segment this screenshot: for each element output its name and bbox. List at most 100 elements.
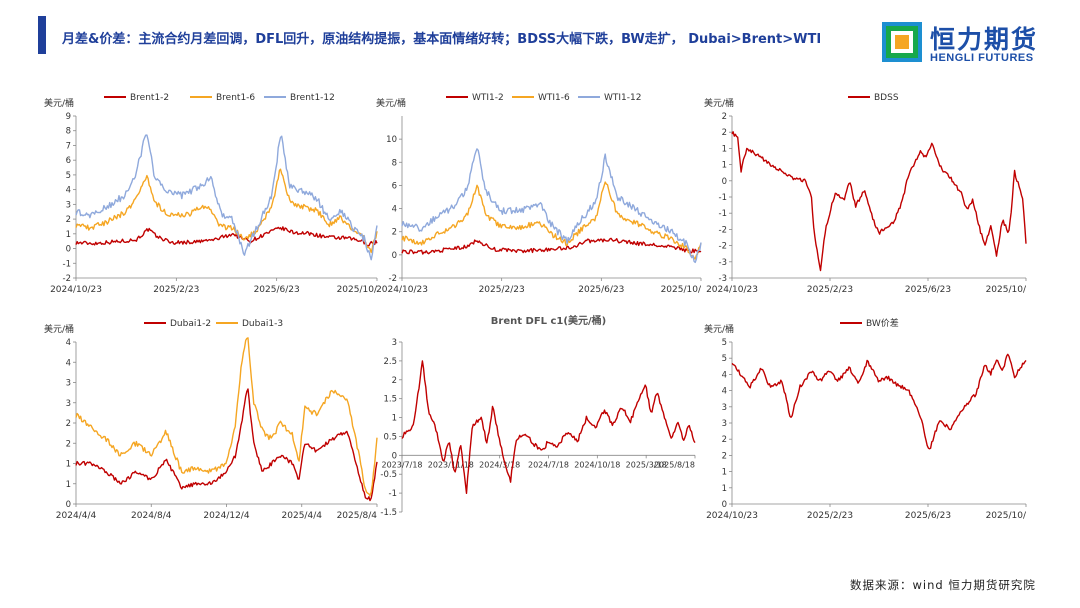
x-tick-label: 2025/2/23 bbox=[807, 511, 853, 521]
x-tick-label: 2025/10/ bbox=[986, 511, 1027, 521]
y-tick-label: 1 bbox=[722, 468, 727, 478]
y-tick-label: 2 bbox=[392, 376, 397, 386]
y-tick-label: 2 bbox=[66, 215, 71, 225]
chart-brent-spreads: 美元/桶 Brent1-2 Brent1-6 Brent1-12 -2 -1 0 1 2 3 4 5 6… bbox=[44, 93, 378, 295]
y-tick-label: 4 bbox=[66, 186, 71, 196]
y-tick-label: 6 bbox=[66, 156, 71, 166]
data-source-footer: 数据来源：wind 恒力期货研究院 bbox=[850, 578, 1036, 592]
company-logo: 恒力期货 HENGLI FUTURES bbox=[882, 20, 1052, 68]
y-tick-label: -1 bbox=[389, 489, 397, 499]
y-tick-label: 4 bbox=[392, 205, 397, 215]
legend-label: WTI1-12 bbox=[604, 93, 641, 103]
legend-label: WTI1-2 bbox=[472, 93, 504, 103]
x-tick-label: 2024/3/18 bbox=[479, 460, 520, 469]
x-tick-label: 2024/8/4 bbox=[131, 511, 172, 521]
y-tick-label: 5 bbox=[722, 354, 727, 364]
series-line-brent-dfl-c1 bbox=[401, 360, 696, 494]
series-line-brent1-6 bbox=[75, 168, 378, 254]
x-tick-label: 2025/3/18 bbox=[626, 460, 667, 469]
chart-dubai-spreads: 美元/桶 Dubai1-2 Dubai1-3 0 1 1 2 2 3 3 4 4 2024/4/4 202… bbox=[44, 319, 378, 521]
unit-label: 美元/桶 bbox=[44, 323, 74, 335]
series-line-dubai1-2 bbox=[75, 388, 378, 502]
y-tick-label: -3 bbox=[719, 274, 727, 284]
y-tick-label: 6 bbox=[392, 181, 397, 191]
y-tick-label: 0 bbox=[392, 251, 397, 261]
x-tick-label: 2025/10/ bbox=[661, 285, 702, 295]
x-tick-label: 2024/10/23 bbox=[706, 285, 758, 295]
series-line-bw- bbox=[731, 353, 1027, 450]
y-tick-label: 3 bbox=[392, 338, 397, 348]
x-tick-label: 2024/7/18 bbox=[528, 460, 569, 469]
y-tick-label: -1 bbox=[63, 259, 71, 269]
y-tick-label: 0 bbox=[66, 245, 71, 255]
y-tick-label: 1 bbox=[66, 480, 71, 490]
legend-label: Brent1-2 bbox=[130, 93, 169, 103]
legend-label: Brent1-12 bbox=[290, 93, 335, 103]
x-tick-label: 2024/10/23 bbox=[50, 285, 102, 295]
chart-bw-spread: 美元/桶 BW价差 0 1 1 2 2 3 3 4 4 5 5 2024/10/23 2025/2/23 20… bbox=[704, 317, 1027, 521]
series-line-dubai1-3 bbox=[75, 337, 378, 497]
chart-bdss: 美元/桶 BDSS -3 -3 -2 -2 -1 -1 0 1 1 2 2 2024/10/23 2025/… bbox=[704, 93, 1027, 295]
y-tick-label: 8 bbox=[66, 127, 71, 137]
y-tick-label: 8 bbox=[392, 158, 397, 168]
y-tick-label: -2 bbox=[719, 225, 727, 235]
y-tick-label: -1 bbox=[719, 209, 727, 219]
y-tick-label: 1 bbox=[392, 414, 397, 424]
y-tick-label: 3 bbox=[66, 399, 71, 409]
y-tick-label: -0.5 bbox=[380, 470, 397, 480]
y-tick-label: 2 bbox=[722, 435, 727, 445]
logo-en-text: HENGLI FUTURES bbox=[930, 52, 1034, 64]
x-tick-label: 2023/11/18 bbox=[428, 460, 474, 469]
unit-label: 美元/桶 bbox=[376, 97, 406, 109]
y-tick-label: 2.5 bbox=[383, 357, 397, 367]
x-tick-label: 2025/4/4 bbox=[282, 511, 323, 521]
y-tick-label: -2 bbox=[63, 274, 71, 284]
y-tick-label: 3 bbox=[66, 379, 71, 389]
unit-label: 美元/桶 bbox=[704, 97, 734, 109]
y-tick-label: 4 bbox=[66, 338, 71, 348]
y-tick-label: -3 bbox=[719, 258, 727, 268]
y-tick-label: 4 bbox=[66, 358, 71, 368]
series-line-wti1-12 bbox=[401, 148, 702, 264]
y-tick-label: 1 bbox=[722, 144, 727, 154]
x-tick-label: 2025/2/23 bbox=[479, 285, 525, 295]
logo-cn-text: 恒力期货 bbox=[930, 25, 1039, 54]
logo-mark-icon bbox=[882, 22, 922, 62]
chart-title: Brent DFL c1(美元/桶) bbox=[491, 314, 606, 327]
y-tick-label: 2 bbox=[66, 439, 71, 449]
x-tick-label: 2025/6/23 bbox=[254, 285, 300, 295]
chart-brent-dfl: Brent DFL c1(美元/桶) -1.5 -1 -0.5 0 0.5 1 1.5 2 2.5… bbox=[380, 314, 696, 518]
y-tick-label: 3 bbox=[722, 403, 727, 413]
y-tick-label: 0 bbox=[722, 500, 727, 510]
series-line-brent1-2 bbox=[75, 226, 378, 247]
y-tick-label: 3 bbox=[722, 419, 727, 429]
y-tick-label: 10 bbox=[386, 135, 397, 145]
x-tick-label: 2025/2/23 bbox=[153, 285, 199, 295]
x-tick-label: 2023/7/18 bbox=[381, 460, 422, 469]
y-tick-label: 2 bbox=[392, 228, 397, 238]
y-tick-label: 0 bbox=[722, 177, 727, 187]
x-tick-label: 2024/10/23 bbox=[706, 511, 758, 521]
x-tick-label: 2025/6/23 bbox=[905, 285, 951, 295]
y-tick-label: 2 bbox=[66, 419, 71, 429]
x-tick-label: 2025/6/23 bbox=[905, 511, 951, 521]
x-tick-label: 2025/10/ bbox=[337, 285, 378, 295]
y-tick-label: 3 bbox=[66, 200, 71, 210]
y-tick-label: 1 bbox=[722, 161, 727, 171]
legend-label: Dubai1-2 bbox=[170, 319, 211, 329]
x-tick-label: 2024/10/18 bbox=[574, 460, 620, 469]
series-line-wti1-6 bbox=[401, 181, 702, 260]
x-tick-label: 2024/12/4 bbox=[203, 511, 249, 521]
y-tick-label: 2 bbox=[722, 112, 727, 122]
y-tick-label: 5 bbox=[722, 338, 727, 348]
x-tick-label: 2025/8/18 bbox=[654, 460, 695, 469]
y-tick-label: 1 bbox=[722, 484, 727, 494]
y-tick-label: 9 bbox=[66, 112, 71, 122]
y-tick-label: 0.5 bbox=[383, 432, 397, 442]
legend-label: BDSS bbox=[874, 93, 899, 103]
chart-wti-spreads: 美元/桶 WTI1-2 WTI1-6 WTI1-12 -2 0 2 4 6 8 10 2024/10/… bbox=[376, 93, 702, 295]
series-line-brent1-12 bbox=[75, 134, 378, 261]
x-tick-label: 2024/10/23 bbox=[376, 285, 428, 295]
y-tick-label: 0 bbox=[66, 500, 71, 510]
x-tick-label: 2025/8/4 bbox=[337, 511, 378, 521]
